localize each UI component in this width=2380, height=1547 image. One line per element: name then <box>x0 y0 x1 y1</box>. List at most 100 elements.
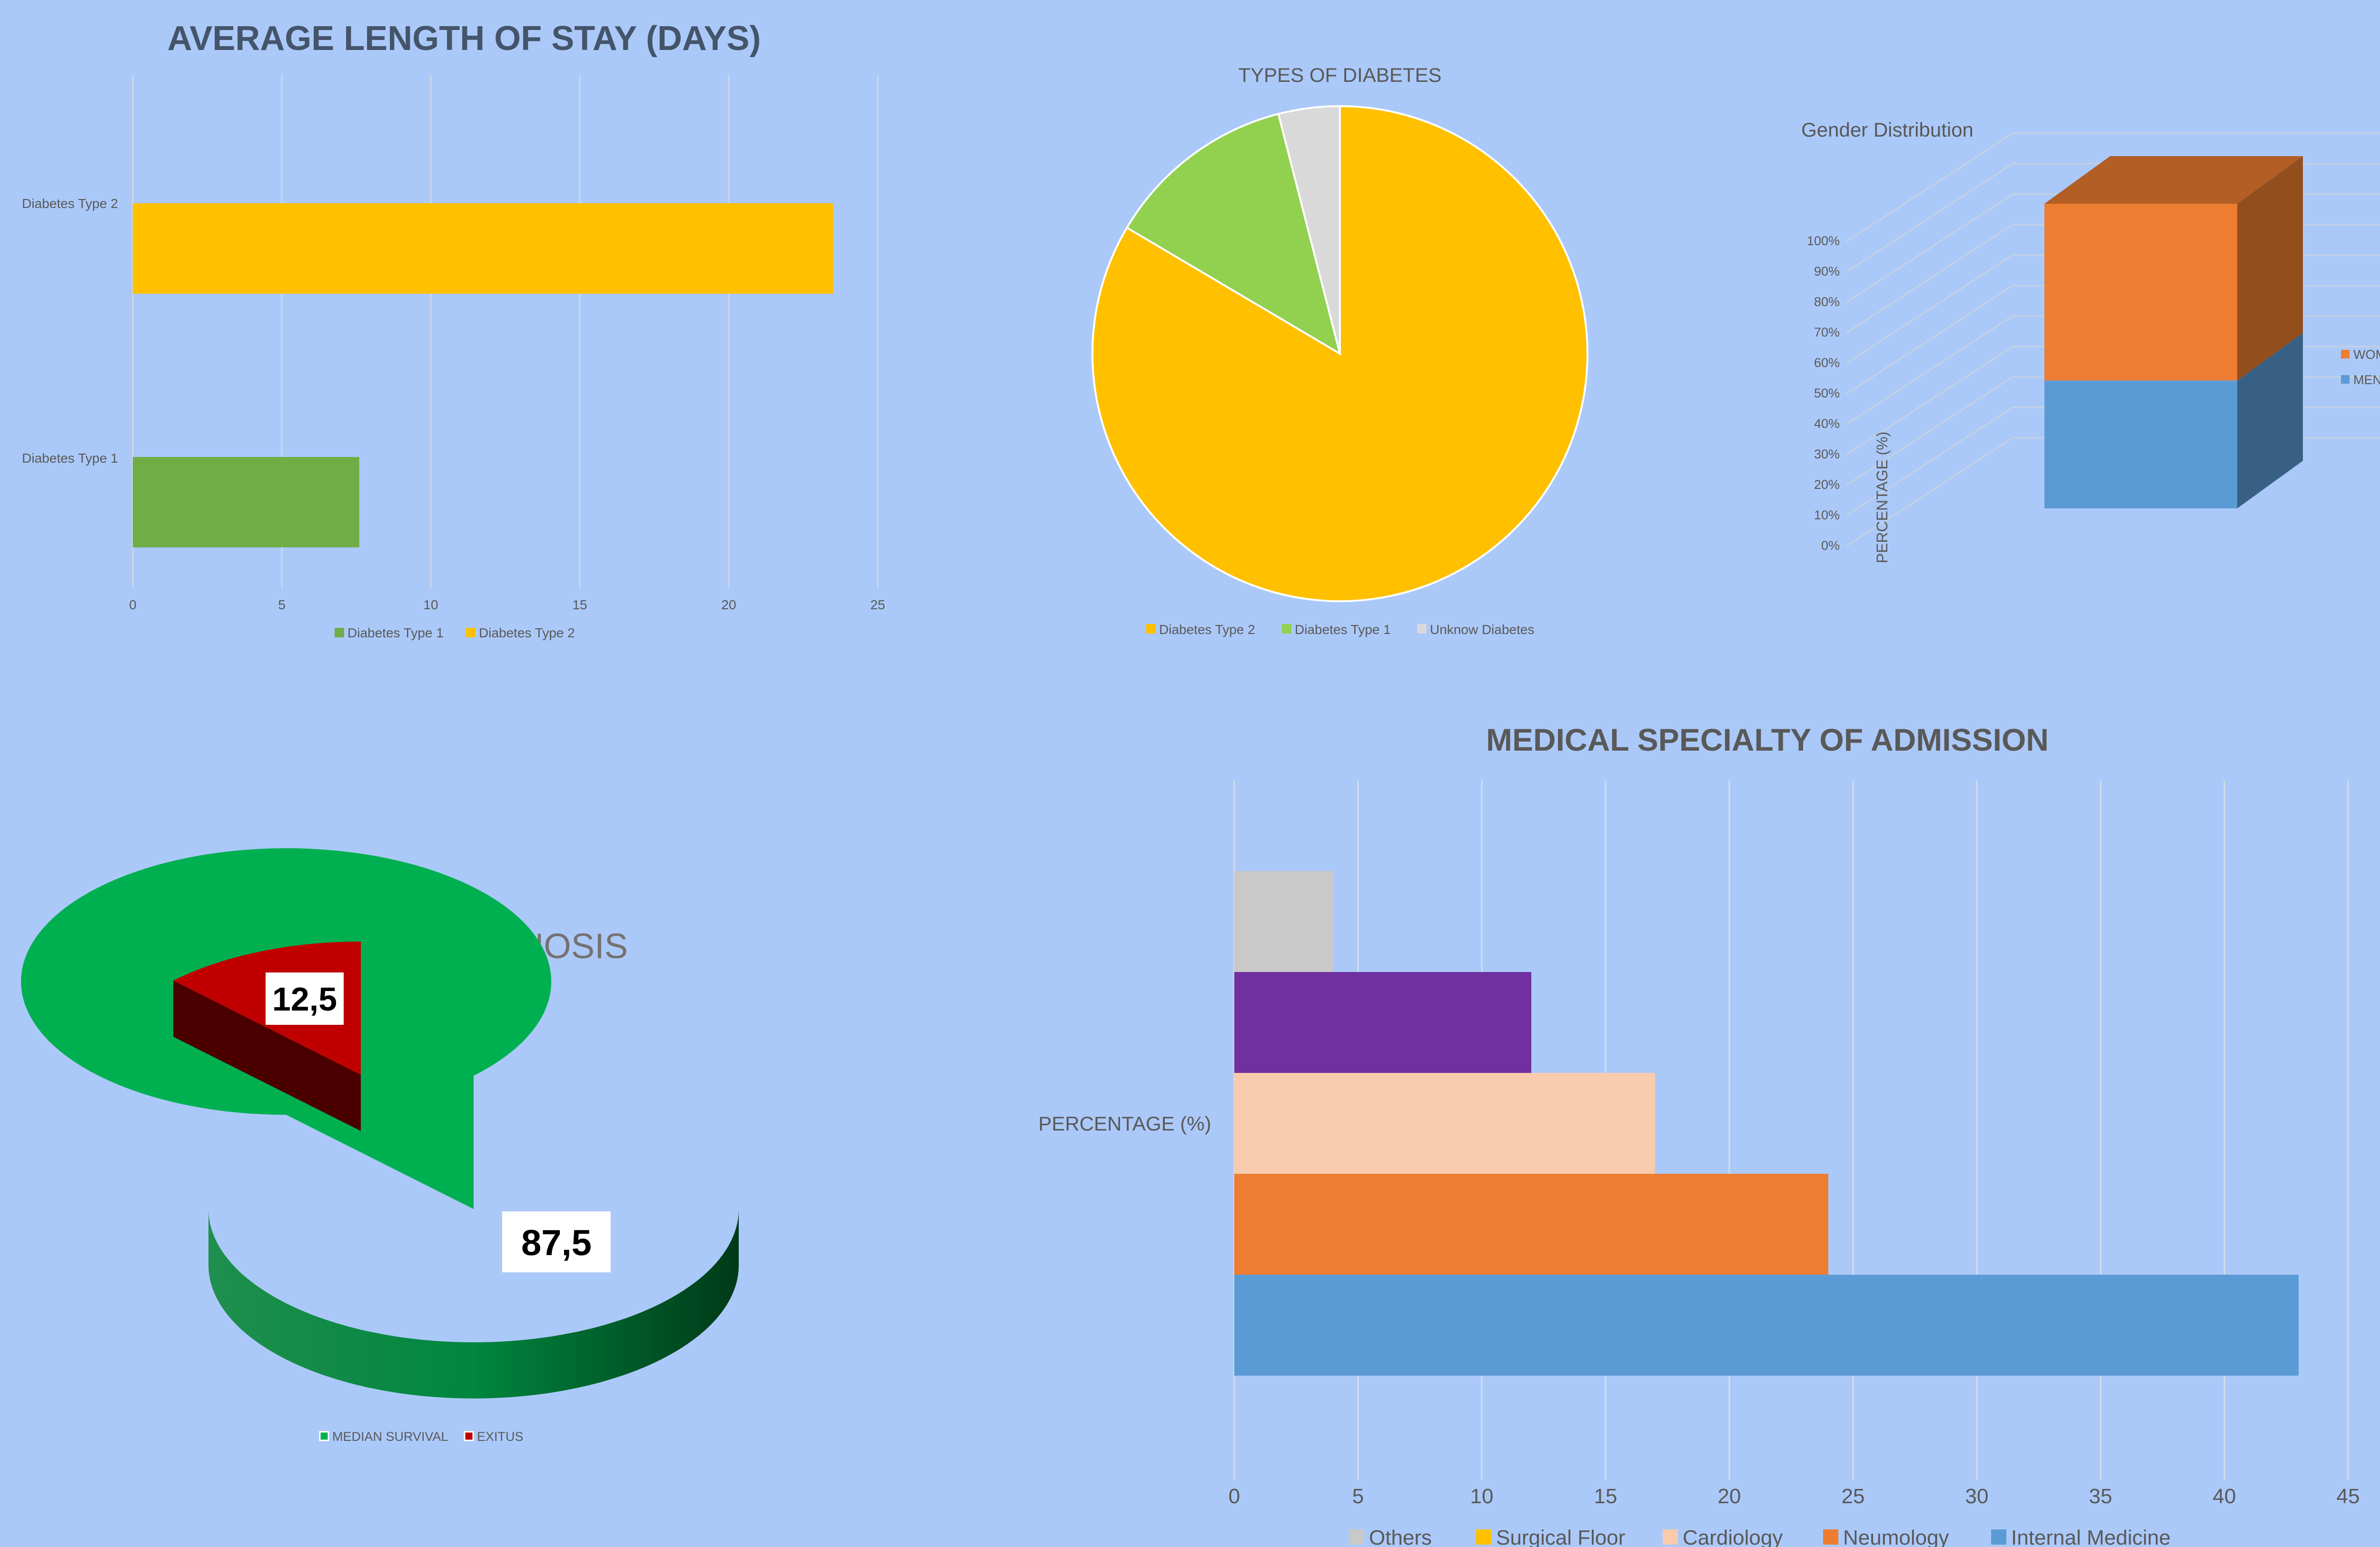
gender-gridline <box>1845 407 2380 517</box>
prognosis-legend-swatch <box>464 1431 474 1441</box>
specialty-title: MEDICAL SPECIALTY OF ADMISSION <box>1486 722 2049 757</box>
specialty-legend: Others Surgical Floor Cardiology Neumolo… <box>1349 1526 2171 1547</box>
gender-bar-top <box>2044 156 2303 204</box>
specialty-legend-swatch <box>1663 1529 1678 1545</box>
prognosis-slice-exitus-side <box>173 981 361 1131</box>
gender-gridline <box>1845 254 2380 365</box>
gender-bar-front <box>2044 380 2237 508</box>
gender-tick-label: 20% <box>1814 477 1840 492</box>
los-tick-label: 20 <box>721 597 736 612</box>
types-pie-slice <box>1277 105 1341 354</box>
prognosis-legend: MEDIAN SURVIVAL EXITUS <box>319 1429 524 1444</box>
prognosis-label-box <box>266 972 344 1025</box>
gender-legend-label: MEN <box>2353 373 2380 387</box>
gender-gridlines <box>1845 132 2380 547</box>
chart-prognosis: PROGNOSIS 87,5 12,5 MEDIAN SURVIVAL EXIT… <box>21 848 739 1444</box>
gender-y-axis-label: PERCENTAGE (%) <box>1874 432 1891 564</box>
los-tick-labels: 0 5 10 15 20 25 <box>129 597 885 612</box>
specialty-legend-label: Internal Medicine <box>2011 1526 2171 1547</box>
specialty-tick-label: 10 <box>1470 1485 1494 1508</box>
specialty-tick-label: 20 <box>1718 1485 1741 1508</box>
specialty-legend-label: Cardiology <box>1683 1526 1783 1547</box>
chart-length-of-stay: AVERAGE LENGTH OF STAY (DAYS) Diabetes T… <box>22 20 885 640</box>
gender-tick-label: 100% <box>1807 234 1840 248</box>
specialty-bar <box>1234 1073 1655 1174</box>
specialty-bars <box>1234 871 2299 1376</box>
types-pie-slice <box>1125 112 1342 356</box>
specialty-bar <box>1234 871 1333 972</box>
specialty-bar <box>1234 972 1531 1073</box>
los-legend-label: Diabetes Type 1 <box>347 625 444 640</box>
chart-medical-specialty: MEDICAL SPECIALTY OF ADMISSION PERCENTAG… <box>1038 722 2360 1547</box>
gender-bar-front <box>2044 204 2237 381</box>
types-title: TYPES OF DIABETES <box>1238 64 1441 86</box>
los-tick-label: 5 <box>278 597 286 612</box>
chart-types-of-diabetes: TYPES OF DIABETES Diabetes Type 2 Diabet… <box>1091 64 1588 637</box>
gender-tick-label: 80% <box>1814 295 1840 309</box>
prognosis-label-exitus: 12,5 <box>272 981 337 1018</box>
specialty-tick-label: 45 <box>2337 1485 2360 1508</box>
prognosis-legend-swatch <box>319 1431 329 1441</box>
los-bar <box>133 203 833 294</box>
gender-gridline <box>1845 437 2380 547</box>
specialty-legend-swatch <box>1823 1529 1838 1545</box>
los-legend: Diabetes Type 1 Diabetes Type 2 <box>335 625 575 640</box>
chart-gender-distribution: Gender Distribution 100% 90% 80% 70% 60%… <box>1801 119 2380 563</box>
los-tick-label: 25 <box>870 597 885 612</box>
gender-gridline <box>1845 163 2380 273</box>
los-title: AVERAGE LENGTH OF STAY (DAYS) <box>168 20 761 58</box>
types-legend-swatch <box>1282 624 1291 634</box>
los-bar <box>133 457 359 547</box>
gender-bar <box>2044 156 2303 508</box>
types-legend-swatch <box>1417 624 1427 634</box>
prognosis-data-label: 12,5 <box>266 972 344 1025</box>
specialty-y-axis-label: PERCENTAGE (%) <box>1038 1112 1211 1135</box>
gender-tick-labels: 100% 90% 80% 70% 60% 50% 40% 30% 20% 10%… <box>1807 234 1840 553</box>
gender-gridline <box>1845 193 2380 304</box>
gender-tick-label: 60% <box>1814 356 1840 370</box>
los-legend-label: Diabetes Type 2 <box>479 625 575 640</box>
los-tick-label: 10 <box>423 597 438 612</box>
los-category-label: Diabetes Type 2 <box>22 196 118 211</box>
gender-tick-label: 40% <box>1814 416 1840 431</box>
specialty-legend-swatch <box>1349 1529 1364 1545</box>
types-legend: Diabetes Type 2 Diabetes Type 1 Unknow D… <box>1146 622 1534 637</box>
los-legend-swatch <box>466 628 476 637</box>
types-pie <box>1091 105 1588 602</box>
gender-tick-label: 10% <box>1814 508 1840 522</box>
prognosis-data-label: 87,5 <box>502 1211 611 1272</box>
specialty-tick-label: 25 <box>1842 1485 1865 1508</box>
prognosis-slice-side <box>208 1209 739 1398</box>
gender-tick-label: 90% <box>1814 264 1840 278</box>
types-legend-label: Diabetes Type 1 <box>1295 622 1391 637</box>
gender-tick-label: 0% <box>1821 538 1840 553</box>
specialty-legend-swatch <box>1991 1529 2006 1545</box>
prognosis-legend-label: EXITUS <box>477 1429 524 1444</box>
gender-gridline <box>1845 376 2380 486</box>
gender-bar-side <box>2237 333 2303 508</box>
types-legend-label: Diabetes Type 2 <box>1159 622 1255 637</box>
prognosis-label-box <box>502 1211 611 1272</box>
gender-legend-swatch <box>2341 375 2350 384</box>
specialty-tick-label: 35 <box>2089 1485 2112 1508</box>
gender-gridline <box>1845 132 2380 243</box>
specialty-legend-swatch <box>1476 1529 1491 1545</box>
specialty-bar <box>1234 1174 1828 1275</box>
specialty-legend-label: Neumology <box>1843 1526 1949 1547</box>
los-tick-label: 0 <box>129 597 137 612</box>
gender-legend-swatch <box>2341 350 2350 358</box>
specialty-tick-label: 5 <box>1352 1485 1364 1508</box>
specialty-tick-label: 30 <box>1965 1485 1989 1508</box>
types-legend-swatch <box>1146 624 1156 634</box>
specialty-tick-label: 0 <box>1229 1485 1240 1508</box>
prognosis-legend-label: MEDIAN SURVIVAL <box>332 1429 448 1444</box>
gender-gridline <box>1845 285 2380 395</box>
gender-tick-label: 70% <box>1814 325 1840 339</box>
los-category-label: Diabetes Type 1 <box>22 451 118 466</box>
los-legend-swatch <box>335 628 344 637</box>
gender-gridline <box>1845 346 2380 456</box>
gender-bar-side <box>2237 156 2303 381</box>
